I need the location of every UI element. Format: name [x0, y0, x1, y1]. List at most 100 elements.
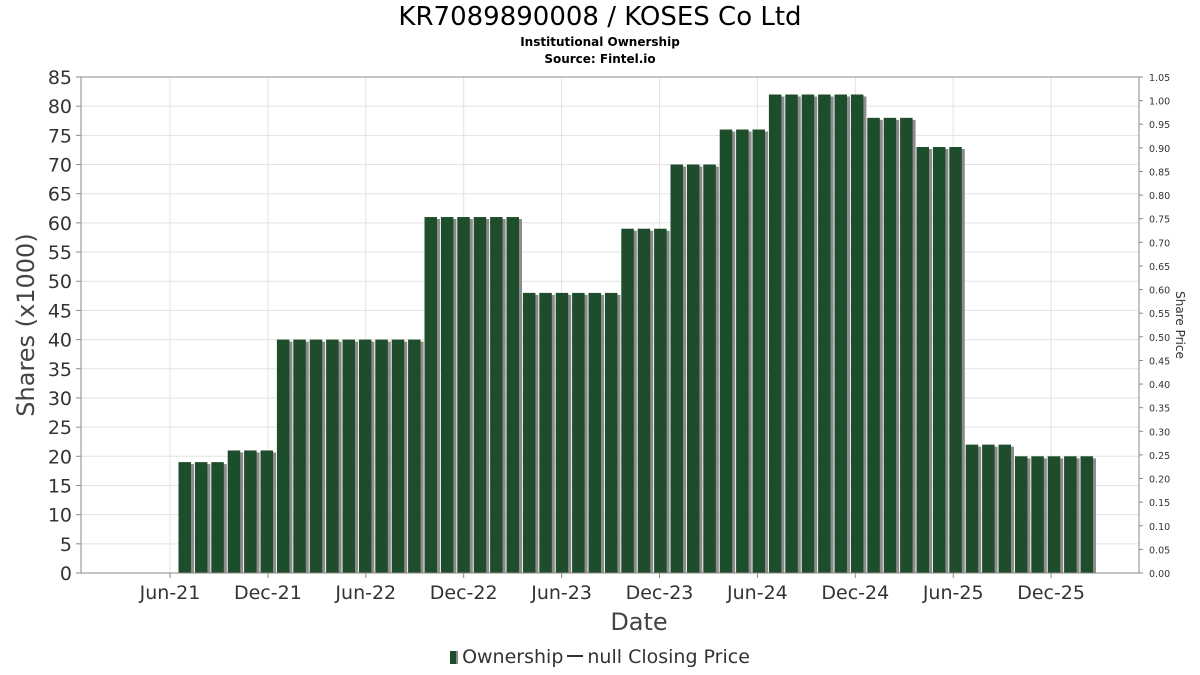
y-tick-label: 25 [48, 417, 72, 439]
ownership-bar [588, 292, 601, 573]
x-tick-label: Dec-21 [234, 582, 302, 604]
y2-tick-label: 0.55 [1149, 309, 1170, 320]
ownership-legend-label: Ownership [462, 646, 564, 668]
x-tick-label: Dec-22 [430, 582, 498, 604]
chart-subtitle: Institutional Ownership [520, 35, 680, 49]
ownership-bar [982, 444, 995, 573]
ownership-bar [883, 117, 897, 574]
ownership-bar [768, 94, 782, 573]
ownership-bar [703, 164, 716, 573]
ownership-bar [440, 217, 454, 573]
x-tick-label: Jun-24 [726, 582, 788, 604]
ownership-bar [408, 339, 421, 573]
y2-tick-label: 0.95 [1149, 120, 1170, 131]
y2-tick-label: 1.05 [1149, 73, 1170, 84]
y-tick-label: 70 [48, 155, 72, 177]
y-tick-label: 65 [48, 184, 72, 206]
ownership-bar [473, 217, 487, 573]
y-tick-label: 5 [60, 534, 72, 556]
y2-tick-label: 0.75 [1149, 215, 1170, 226]
y-tick-label: 0 [60, 563, 72, 585]
ownership-bar [260, 450, 273, 573]
y2-tick-label: 0.35 [1149, 404, 1170, 415]
ownership-bar [752, 129, 765, 574]
ownership-bar [719, 129, 733, 574]
ownership-bar [293, 339, 306, 573]
ownership-bar [227, 450, 241, 573]
x-tick-label: Jun-25 [922, 582, 984, 604]
x-tick-label: Jun-23 [530, 582, 592, 604]
ownership-bar [637, 228, 651, 573]
ownership-bar [539, 292, 552, 573]
ownership-bar [1064, 456, 1077, 573]
ownership-bar [490, 217, 503, 573]
x-tick-label: Dec-23 [626, 582, 694, 604]
y-tick-label: 80 [48, 96, 72, 118]
y2-tick-label: 0.65 [1149, 262, 1170, 273]
ownership-bar [670, 164, 683, 573]
ownership-bar [916, 147, 929, 573]
chart-source: Source: Fintel.io [544, 52, 656, 66]
ownership-bar [424, 217, 437, 573]
ownership-bar [932, 147, 946, 573]
x-tick-label: Dec-25 [1017, 582, 1085, 604]
ownership-bar [1031, 456, 1044, 573]
ownership-bar [572, 292, 585, 573]
ownership-bar [867, 117, 880, 574]
ownership-bar [358, 339, 372, 573]
y-tick-label: 60 [48, 213, 72, 235]
ownership-bar [457, 217, 470, 573]
x-tick-label: Jun-22 [334, 582, 396, 604]
y-tick-label: 45 [48, 300, 72, 322]
y-tick-label: 10 [48, 505, 72, 527]
ownership-bar [211, 462, 224, 573]
y-tick-label: 20 [48, 446, 72, 468]
y-tick-label: 55 [48, 242, 72, 264]
ownership-bar [1080, 456, 1093, 573]
y2-tick-label: 0.85 [1149, 167, 1170, 178]
chart-title: KR7089890008 / KOSES Co Ltd [398, 2, 802, 32]
y2-axis-title: Share Price [1173, 291, 1187, 359]
ownership-bar [850, 94, 864, 573]
ownership-bar [244, 450, 257, 573]
price-legend-label: null Closing Price [587, 646, 750, 668]
ownership-bar [326, 339, 339, 573]
ownership-bar [785, 94, 798, 573]
y2-tick-label: 0.30 [1149, 427, 1170, 438]
plot-border [80, 76, 1140, 574]
ownership-bar [506, 217, 519, 573]
y-tick-label: 50 [48, 271, 72, 293]
ownership-bar [1047, 456, 1061, 573]
y2-tick-label: 0.10 [1149, 522, 1170, 533]
ownership-bar [522, 292, 536, 573]
ownership-bar [834, 94, 847, 573]
ownership-legend-swatch [450, 651, 459, 664]
ownership-bar [965, 444, 979, 573]
ownership-bar [686, 164, 700, 573]
y2-tick-label: 0.60 [1149, 286, 1170, 297]
y-tick-label: 15 [48, 475, 72, 497]
y2-tick-label: 0.05 [1149, 545, 1170, 556]
y-tick-label: 30 [48, 388, 72, 410]
ownership-bar [949, 147, 962, 573]
x-axis-title: Date [610, 608, 667, 636]
ownership-bar [801, 94, 815, 573]
y-tick-label: 35 [48, 359, 72, 381]
price-legend-line [567, 655, 584, 657]
y2-tick-label: 0.00 [1149, 569, 1170, 580]
ownership-bar [818, 94, 831, 573]
ownership-bar [342, 339, 355, 573]
y-axis-title: Shares (x1000) [12, 233, 40, 416]
ownership-bar [178, 462, 191, 573]
y2-tick-label: 0.40 [1149, 380, 1170, 391]
ownership-bar [194, 462, 208, 573]
y2-tick-label: 1.00 [1149, 97, 1170, 108]
ownership-bar [654, 228, 667, 573]
y2-tick-label: 0.25 [1149, 451, 1170, 462]
y2-tick-label: 0.70 [1149, 238, 1170, 249]
y-tick-label: 40 [48, 330, 72, 352]
ownership-bar [391, 339, 405, 573]
ownership-bar [309, 339, 323, 573]
x-tick-label: Dec-24 [821, 582, 889, 604]
y2-tick-label: 0.90 [1149, 144, 1170, 155]
